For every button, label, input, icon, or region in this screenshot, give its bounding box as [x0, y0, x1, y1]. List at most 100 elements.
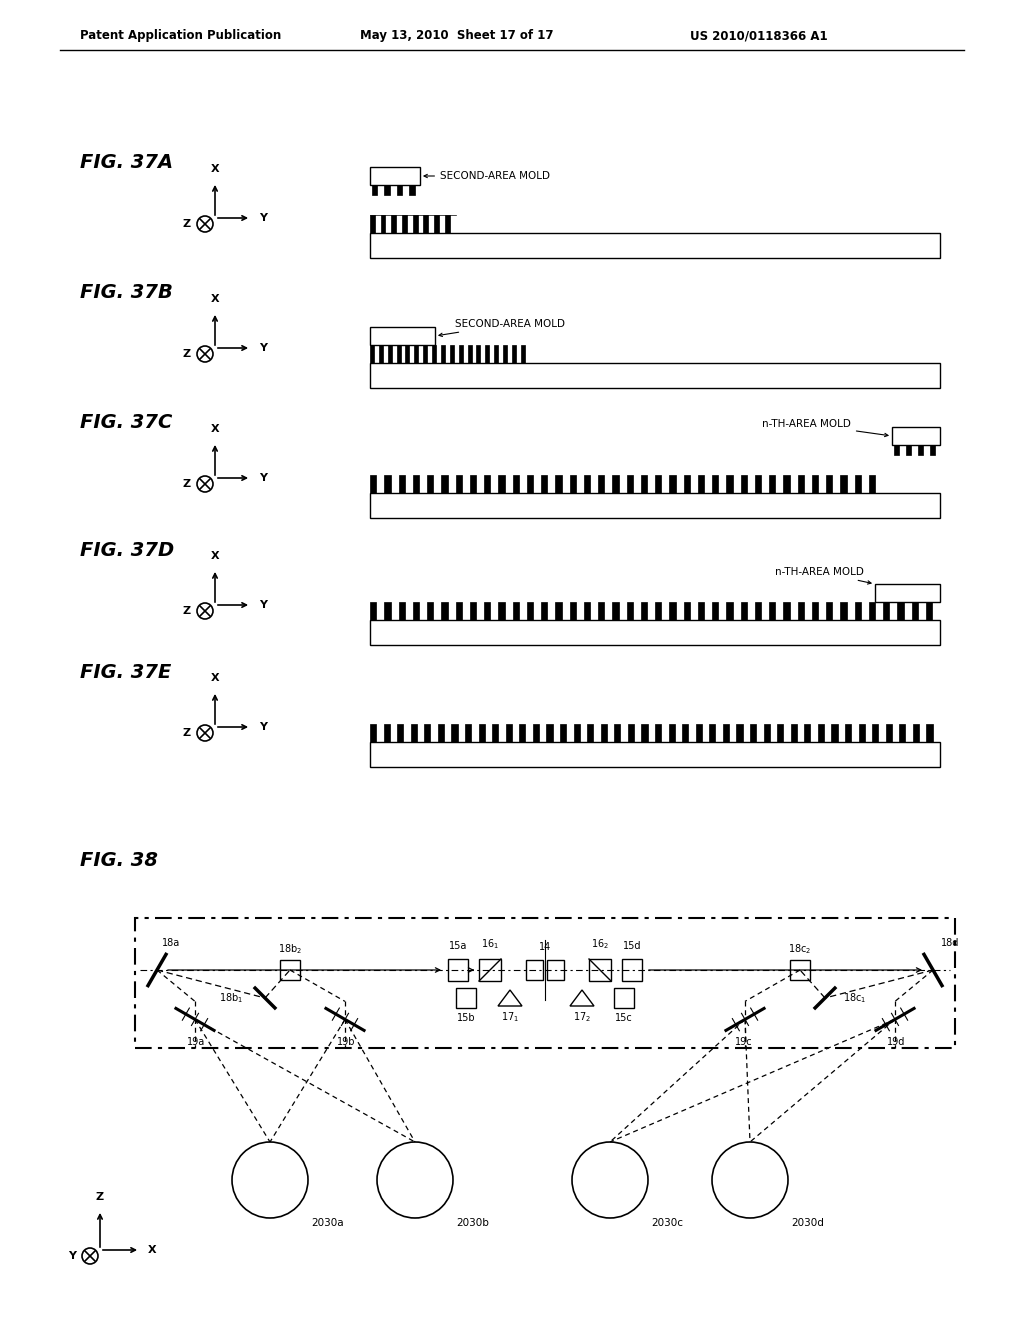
- Bar: [521, 345, 524, 363]
- Bar: [695, 723, 701, 742]
- Text: Y: Y: [259, 722, 267, 733]
- Bar: [670, 602, 676, 620]
- Polygon shape: [498, 990, 522, 1006]
- Text: Z: Z: [96, 1192, 104, 1203]
- Text: 15b: 15b: [457, 1012, 475, 1023]
- Text: 18d: 18d: [941, 939, 959, 948]
- Text: Patent Application Publication: Patent Application Publication: [80, 29, 282, 42]
- Bar: [584, 475, 590, 492]
- Bar: [456, 475, 462, 492]
- Bar: [627, 475, 633, 492]
- Bar: [622, 960, 642, 981]
- Bar: [424, 723, 430, 742]
- Bar: [868, 475, 876, 492]
- Bar: [812, 602, 818, 620]
- Bar: [826, 602, 833, 620]
- Bar: [410, 185, 415, 195]
- Bar: [587, 723, 593, 742]
- Bar: [413, 215, 418, 234]
- Text: X: X: [211, 294, 219, 304]
- Bar: [135, 917, 955, 1048]
- Text: n-TH-AREA MOLD: n-TH-AREA MOLD: [775, 568, 871, 583]
- Bar: [370, 345, 374, 363]
- Bar: [897, 602, 903, 620]
- Bar: [441, 602, 447, 620]
- Bar: [723, 723, 729, 742]
- Bar: [826, 475, 833, 492]
- Bar: [519, 723, 525, 742]
- Text: 19c: 19c: [735, 1038, 753, 1047]
- Bar: [379, 345, 383, 363]
- Bar: [886, 723, 892, 742]
- Bar: [526, 475, 534, 492]
- Text: 18c$_1$: 18c$_1$: [843, 991, 866, 1005]
- Bar: [670, 475, 676, 492]
- Text: FIG. 37D: FIG. 37D: [80, 540, 174, 560]
- Bar: [655, 723, 662, 742]
- Bar: [484, 602, 490, 620]
- Text: n-TH-AREA MOLD: n-TH-AREA MOLD: [762, 418, 888, 437]
- Text: 17$_1$: 17$_1$: [501, 1010, 519, 1024]
- Bar: [868, 602, 876, 620]
- Bar: [370, 363, 940, 388]
- Text: Z: Z: [183, 729, 191, 738]
- Bar: [512, 345, 516, 363]
- Bar: [512, 602, 519, 620]
- Bar: [589, 960, 611, 981]
- Bar: [911, 602, 918, 620]
- Text: 2030b: 2030b: [456, 1218, 488, 1228]
- Bar: [432, 345, 436, 363]
- Bar: [872, 723, 879, 742]
- Bar: [641, 723, 647, 742]
- Bar: [485, 345, 489, 363]
- Bar: [370, 327, 435, 345]
- Bar: [413, 475, 419, 492]
- Bar: [506, 723, 512, 742]
- Bar: [499, 602, 505, 620]
- Bar: [449, 960, 468, 981]
- Bar: [740, 602, 746, 620]
- Bar: [370, 602, 377, 620]
- Bar: [726, 475, 732, 492]
- Bar: [427, 602, 433, 620]
- Bar: [526, 602, 534, 620]
- Bar: [777, 723, 783, 742]
- Bar: [370, 168, 420, 185]
- Bar: [493, 723, 499, 742]
- Bar: [812, 475, 818, 492]
- Bar: [476, 345, 480, 363]
- Bar: [841, 602, 847, 620]
- Bar: [750, 723, 756, 742]
- Bar: [854, 602, 861, 620]
- Bar: [541, 602, 548, 620]
- Text: 16$_1$: 16$_1$: [481, 937, 499, 950]
- Bar: [905, 445, 911, 455]
- Bar: [384, 185, 390, 195]
- Bar: [712, 602, 719, 620]
- Bar: [441, 345, 444, 363]
- Bar: [682, 723, 688, 742]
- Bar: [444, 215, 450, 234]
- Bar: [598, 602, 604, 620]
- Text: Y: Y: [259, 473, 267, 483]
- Bar: [391, 215, 396, 234]
- Text: X: X: [211, 424, 219, 434]
- Text: 18a: 18a: [162, 939, 180, 948]
- Text: 18b$_2$: 18b$_2$: [278, 942, 302, 956]
- Bar: [415, 345, 419, 363]
- Bar: [484, 475, 490, 492]
- Bar: [927, 723, 933, 742]
- Bar: [573, 723, 580, 742]
- Bar: [892, 426, 940, 445]
- Bar: [512, 475, 519, 492]
- Bar: [280, 960, 300, 979]
- Bar: [396, 185, 402, 195]
- Bar: [372, 185, 377, 195]
- Bar: [547, 960, 564, 979]
- Bar: [547, 723, 553, 742]
- Text: 17$_2$: 17$_2$: [573, 1010, 591, 1024]
- Bar: [495, 345, 498, 363]
- Text: 15a: 15a: [449, 941, 467, 950]
- Bar: [769, 602, 775, 620]
- Bar: [465, 723, 471, 742]
